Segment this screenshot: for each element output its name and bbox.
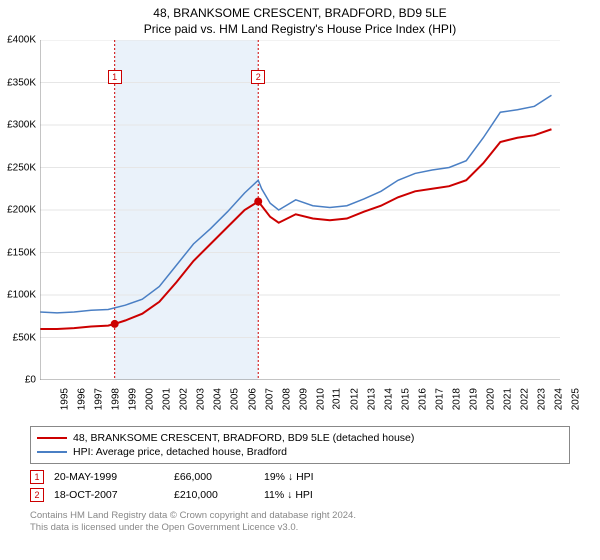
sale-marker-box: 1 bbox=[108, 70, 122, 84]
sale-row: 1 20-MAY-1999 £66,000 19% ↓ HPI bbox=[30, 468, 570, 486]
y-axis-label: £350K bbox=[0, 77, 36, 88]
sales-table: 1 20-MAY-1999 £66,000 19% ↓ HPI 2 18-OCT-2007… bbox=[30, 468, 570, 504]
sale-dot bbox=[254, 198, 262, 206]
x-axis-label: 2021 bbox=[503, 388, 514, 410]
legend-item: HPI: Average price, detached house, Brad… bbox=[37, 445, 563, 459]
x-axis-label: 1999 bbox=[127, 388, 138, 410]
y-axis-label: £50K bbox=[0, 332, 36, 343]
footer-line-2: This data is licensed under the Open Gov… bbox=[30, 522, 570, 534]
legend-swatch bbox=[37, 451, 67, 453]
sale-dot bbox=[111, 320, 119, 328]
x-axis-label: 2003 bbox=[196, 388, 207, 410]
x-axis-label: 1995 bbox=[59, 388, 70, 410]
sale-row-marker: 1 bbox=[30, 470, 44, 484]
sale-row: 2 18-OCT-2007 £210,000 11% ↓ HPI bbox=[30, 486, 570, 504]
sale-price: £210,000 bbox=[174, 489, 254, 501]
x-axis-label: 2025 bbox=[571, 388, 582, 410]
sale-price: £66,000 bbox=[174, 471, 254, 483]
x-axis-label: 2020 bbox=[485, 388, 496, 410]
chart-title: 48, BRANKSOME CRESCENT, BRADFORD, BD9 5L… bbox=[0, 0, 600, 20]
x-axis-label: 2017 bbox=[434, 388, 445, 410]
x-axis-label: 1996 bbox=[76, 388, 87, 410]
x-axis-label: 2023 bbox=[537, 388, 548, 410]
chart-subtitle: Price paid vs. HM Land Registry's House … bbox=[0, 20, 600, 40]
y-axis-label: £200K bbox=[0, 205, 36, 216]
y-axis-label: £300K bbox=[0, 120, 36, 131]
x-axis-label: 2022 bbox=[520, 388, 531, 410]
legend-item: 48, BRANKSOME CRESCENT, BRADFORD, BD9 5L… bbox=[37, 431, 563, 445]
x-axis-label: 2014 bbox=[383, 388, 394, 410]
y-axis-label: £100K bbox=[0, 290, 36, 301]
chart-area: £0£50K£100K£150K£200K£250K£300K£350K£400… bbox=[40, 40, 600, 420]
y-axis-label: £250K bbox=[0, 162, 36, 173]
x-axis-label: 2013 bbox=[366, 388, 377, 410]
x-axis-label: 2008 bbox=[281, 388, 292, 410]
x-axis-label: 2016 bbox=[417, 388, 428, 410]
sale-row-marker: 2 bbox=[30, 488, 44, 502]
legend: 48, BRANKSOME CRESCENT, BRADFORD, BD9 5L… bbox=[30, 426, 570, 464]
sale-marker-box: 2 bbox=[251, 70, 265, 84]
legend-label: 48, BRANKSOME CRESCENT, BRADFORD, BD9 5L… bbox=[73, 432, 414, 444]
sale-date: 18-OCT-2007 bbox=[54, 489, 164, 501]
x-axis-label: 2015 bbox=[400, 388, 411, 410]
y-axis-label: £0 bbox=[0, 375, 36, 386]
sale-date: 20-MAY-1999 bbox=[54, 471, 164, 483]
footer-line-1: Contains HM Land Registry data © Crown c… bbox=[30, 510, 570, 522]
x-axis-label: 1997 bbox=[93, 388, 104, 410]
sale-vs-hpi: 11% ↓ HPI bbox=[264, 489, 364, 501]
x-axis-label: 2005 bbox=[230, 388, 241, 410]
x-axis-label: 2024 bbox=[554, 388, 565, 410]
footer-attribution: Contains HM Land Registry data © Crown c… bbox=[30, 510, 570, 535]
y-axis-label: £400K bbox=[0, 35, 36, 46]
legend-swatch bbox=[37, 437, 67, 439]
x-axis-label: 2004 bbox=[213, 388, 224, 410]
x-axis-label: 1998 bbox=[110, 388, 121, 410]
y-axis-label: £150K bbox=[0, 247, 36, 258]
chart-svg bbox=[40, 40, 560, 380]
sale-vs-hpi: 19% ↓ HPI bbox=[264, 471, 364, 483]
x-axis-label: 2011 bbox=[331, 388, 342, 410]
x-axis-label: 2001 bbox=[162, 388, 173, 410]
legend-label: HPI: Average price, detached house, Brad… bbox=[73, 446, 287, 458]
x-axis-label: 2009 bbox=[298, 388, 309, 410]
x-axis-label: 2006 bbox=[247, 388, 258, 410]
x-axis-label: 2000 bbox=[144, 388, 155, 410]
x-axis-label: 2012 bbox=[349, 388, 360, 410]
x-axis-label: 2010 bbox=[315, 388, 326, 410]
x-axis-label: 2018 bbox=[451, 388, 462, 410]
x-axis-label: 2002 bbox=[179, 388, 190, 410]
x-axis-label: 2019 bbox=[468, 388, 479, 410]
x-axis-label: 2007 bbox=[264, 388, 275, 410]
